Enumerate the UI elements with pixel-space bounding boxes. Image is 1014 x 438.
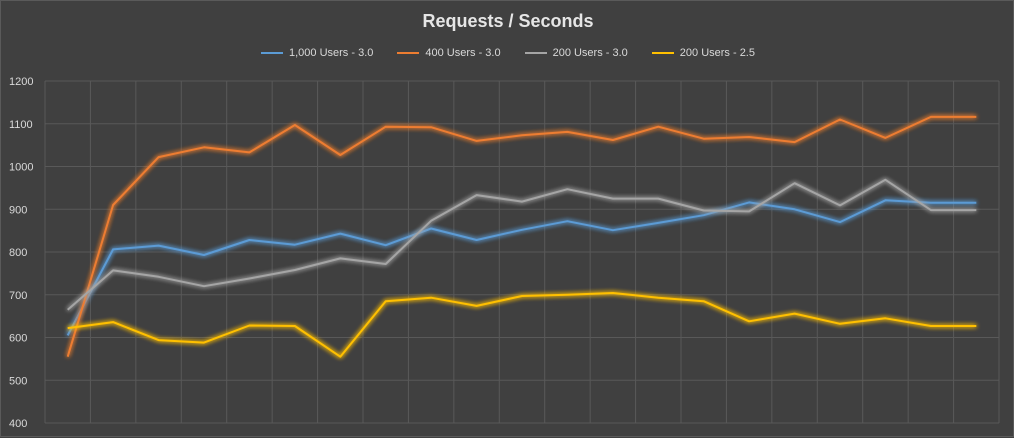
legend: 1,000 Users - 3.0 400 Users - 3.0 200 Us… — [1, 47, 1014, 59]
legend-item-400-users-3-0: 400 Users - 3.0 — [397, 47, 501, 59]
y-tick-label: 800 — [9, 247, 27, 259]
y-tick-label: 1100 — [9, 119, 33, 131]
y-tick-label: 1200 — [9, 76, 33, 88]
y-tick-label: 900 — [9, 204, 27, 216]
y-axis-ticks: 1200 1100 1000 900 800 700 600 500 400 — [9, 76, 33, 430]
series-line-1-000-users-3-0 — [66, 199, 977, 336]
legend-label-1000-users-3-0: 1,000 Users - 3.0 — [289, 47, 374, 59]
y-tick-label: 400 — [9, 418, 27, 430]
series-line-200-users-3-0 — [67, 178, 977, 311]
legend-item-200-users-2-5: 200 Users - 2.5 — [651, 47, 755, 59]
y-tick-label: 700 — [9, 290, 27, 302]
series-line-200-users-2-5 — [67, 292, 977, 358]
legend-item-1000-users-3-0: 1,000 Users - 3.0 — [261, 47, 373, 59]
legend-swatch-200-users-2-5 — [651, 52, 674, 54]
y-tick-label: 600 — [9, 333, 27, 345]
grid-lines — [44, 80, 1000, 424]
legend-label-400-users-3-0: 400 Users - 3.0 — [425, 47, 501, 59]
legend-swatch-200-users-3-0 — [524, 52, 547, 54]
legend-swatch-400-users-3-0 — [397, 52, 420, 54]
series-line-400-users-3-0 — [66, 115, 977, 357]
chart-title: Requests / Seconds — [422, 11, 594, 31]
legend-swatch-1000-users-3-0 — [261, 52, 283, 54]
series-lines — [66, 115, 977, 358]
y-tick-label: 500 — [9, 375, 27, 387]
legend-label-200-users-3-0: 200 Users - 3.0 — [552, 47, 628, 59]
y-tick-label: 1000 — [9, 162, 33, 174]
legend-item-200-users-3-0: 200 Users - 3.0 — [524, 47, 628, 59]
legend-label-200-users-2-5: 200 Users - 2.5 — [679, 47, 755, 59]
